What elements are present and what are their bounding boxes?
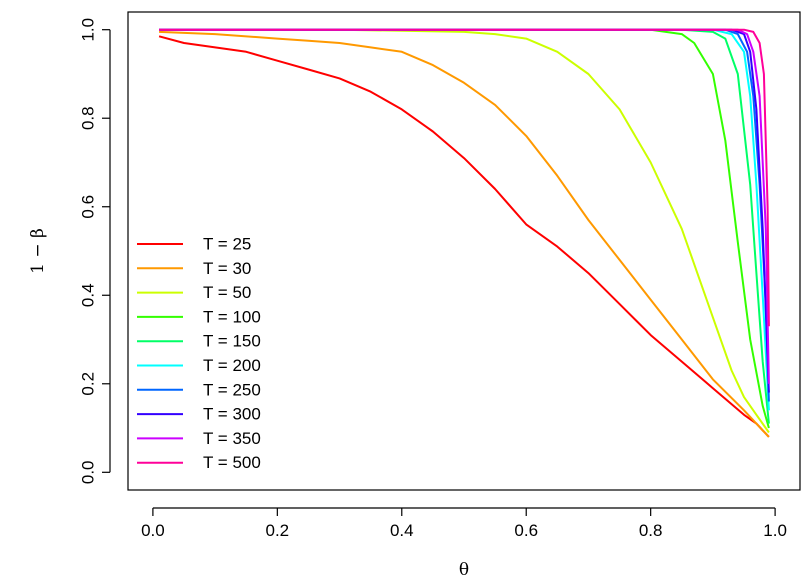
x-axis: 0.0 0.2 0.4 0.6 0.8 1.0 [141,507,787,540]
y-tick-label: 0.6 [79,195,98,219]
legend-label: T = 200 [203,356,261,375]
legend-label: T = 25 [203,235,251,254]
y-axis: 0.0 0.2 0.4 0.6 0.8 1.0 [79,18,111,484]
y-tick-label: 0.8 [79,106,98,130]
series-line-4 [159,28,770,429]
legend-label: T = 150 [203,332,261,351]
x-axis-title: θ [459,560,469,578]
y-tick-label: 0.4 [79,283,98,307]
legend-label: T = 100 [203,307,261,326]
legend-label: T = 50 [203,283,251,302]
series-layer [158,28,770,438]
y-tick-label: 0.2 [79,372,98,396]
x-tick-label: 0.0 [141,521,165,540]
series-line-2 [159,30,770,438]
x-tick-label: 0.6 [514,521,538,540]
x-tick-label: 0.8 [639,521,663,540]
series-line-3 [159,28,770,434]
y-tick-label: 0.0 [79,460,98,484]
x-tick-label: 1.0 [763,521,787,540]
legend-label: T = 250 [203,380,261,399]
legend-label: T = 300 [203,405,261,424]
y-axis-title: 1 − β [28,228,48,274]
y-tick-label: 1.0 [79,18,98,42]
x-tick-label: 0.4 [390,521,414,540]
series-line-1 [158,35,770,438]
legend-label: T = 500 [203,453,261,472]
x-tick-label: 0.2 [266,521,290,540]
legend-label: T = 30 [203,259,251,278]
series-line-10 [159,28,770,327]
legend: T = 25 T = 30 T = 50 T = 100 T = 150 T = 200 T… [137,235,261,472]
plot-frame [127,11,801,491]
legend-label: T = 350 [203,429,261,448]
